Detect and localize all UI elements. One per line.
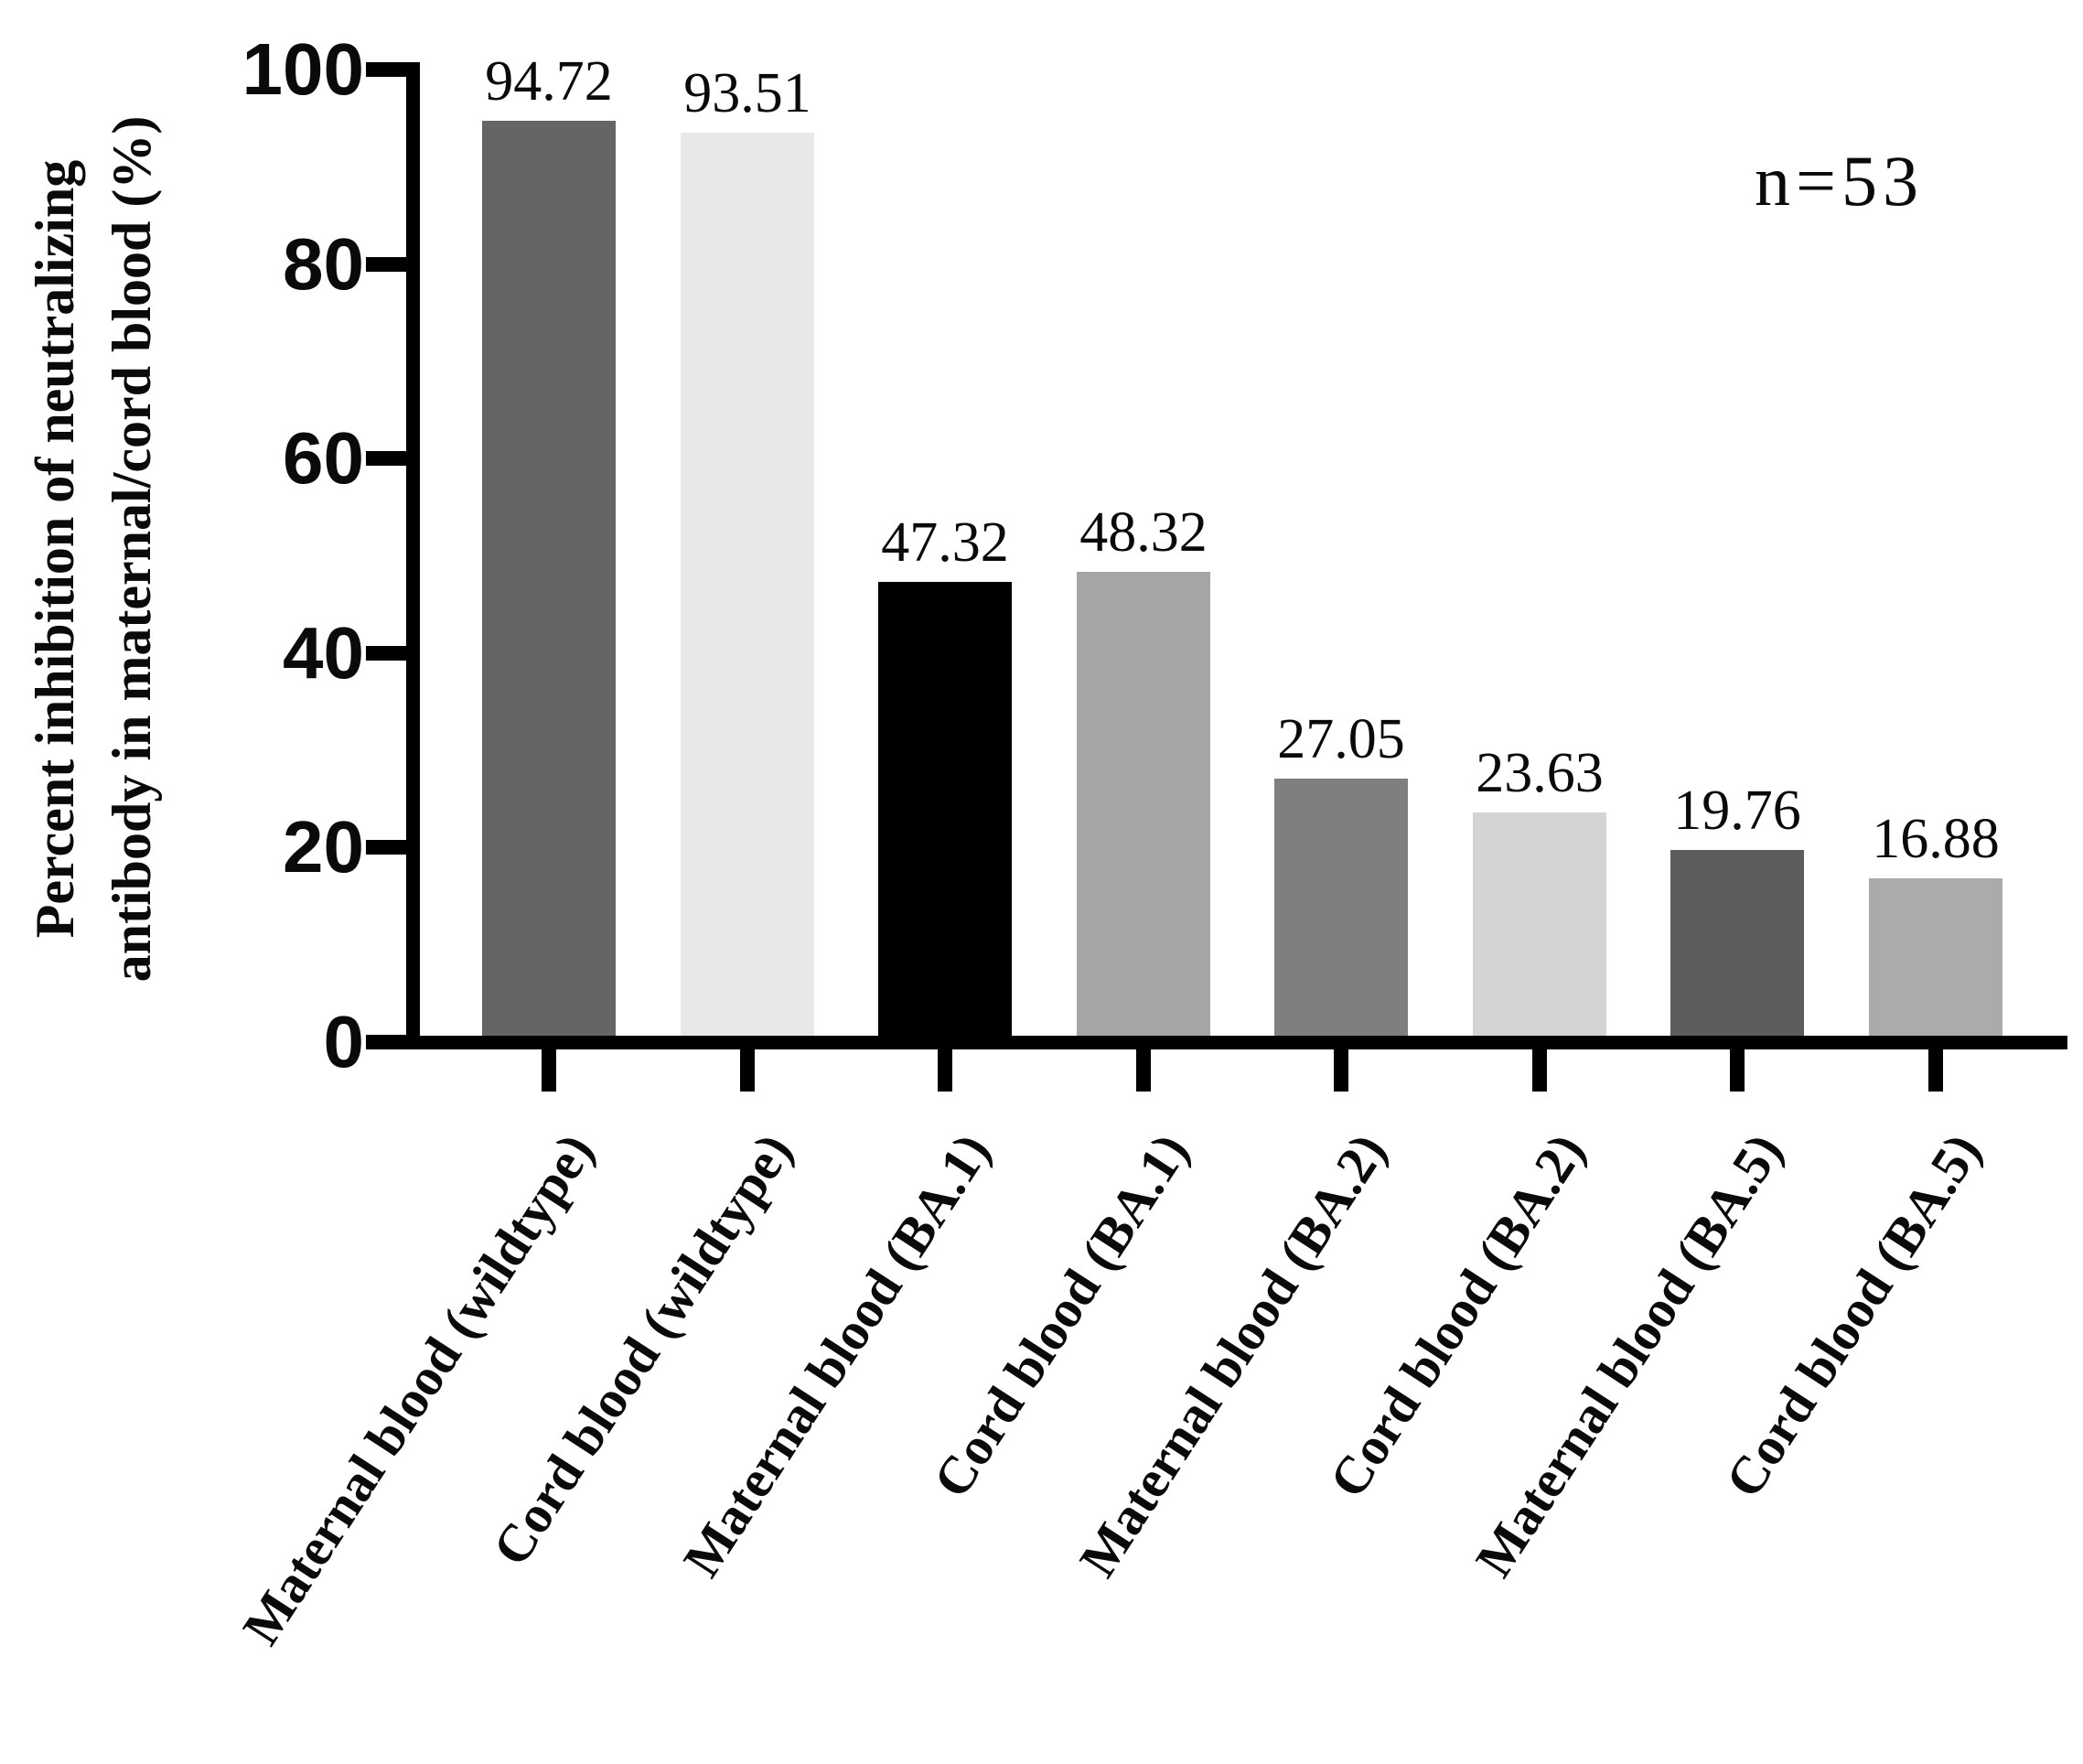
bar-value-label: 47.32	[881, 511, 1009, 574]
y-tick-label-80: 80	[283, 223, 364, 305]
bar-cord-blood-ba2	[1473, 812, 1606, 1036]
y-axis-title: Percent inhibition of neutralizing antib…	[16, 116, 170, 983]
bar-value-label: 16.88	[1872, 808, 2000, 870]
bar-maternal-blood-wildtype	[482, 121, 616, 1036]
y-tick-mark	[366, 1035, 406, 1049]
x-tick-mark	[938, 1049, 952, 1092]
x-tick-mark	[1136, 1049, 1151, 1092]
y-tick-mark	[366, 257, 406, 272]
y-axis-line	[406, 62, 420, 1049]
x-tick-mark	[740, 1049, 755, 1092]
x-axis-line	[406, 1036, 2067, 1049]
x-tick-mark	[1730, 1049, 1745, 1092]
bar-maternal-blood-ba1	[878, 582, 1012, 1036]
bar-value-label: 93.51	[683, 62, 811, 124]
x-category-label: Maternal blood (wildtype)	[231, 1123, 606, 1655]
y-tick-label-100: 100	[242, 28, 364, 110]
y-tick-mark	[366, 840, 406, 855]
x-tick-mark	[1532, 1049, 1547, 1092]
bar-cord-blood-ba5	[1869, 878, 2002, 1036]
y-tick-label-60: 60	[283, 417, 364, 499]
bar-value-label: 48.32	[1079, 501, 1208, 564]
x-tick-mark	[1928, 1049, 1943, 1092]
y-axis-title-line1: Percent inhibition of neutralizing	[25, 159, 85, 939]
y-tick-mark	[366, 646, 406, 661]
x-tick-mark	[542, 1049, 556, 1092]
bar-maternal-blood-ba5	[1670, 850, 1804, 1036]
bar-value-label: 19.76	[1673, 780, 1801, 842]
bar-maternal-blood-ba2	[1274, 779, 1408, 1036]
x-tick-mark	[1334, 1049, 1348, 1092]
bar-cord-blood-ba1	[1077, 572, 1210, 1036]
sample-size-annotation: n=53	[1755, 141, 1924, 220]
y-tick-label-20: 20	[283, 806, 364, 887]
bar-value-label: 27.05	[1277, 708, 1405, 770]
bar-value-label: 94.72	[485, 50, 613, 113]
y-tick-label-40: 40	[283, 612, 364, 694]
y-tick-mark	[366, 62, 406, 77]
bar-value-label: 23.63	[1476, 742, 1604, 804]
y-tick-mark	[366, 451, 406, 466]
y-tick-label-0: 0	[323, 1001, 365, 1082]
bar-cord-blood-wildtype	[681, 133, 814, 1036]
y-axis-title-line2: antibody in maternal/cord blood (%)	[102, 115, 162, 983]
